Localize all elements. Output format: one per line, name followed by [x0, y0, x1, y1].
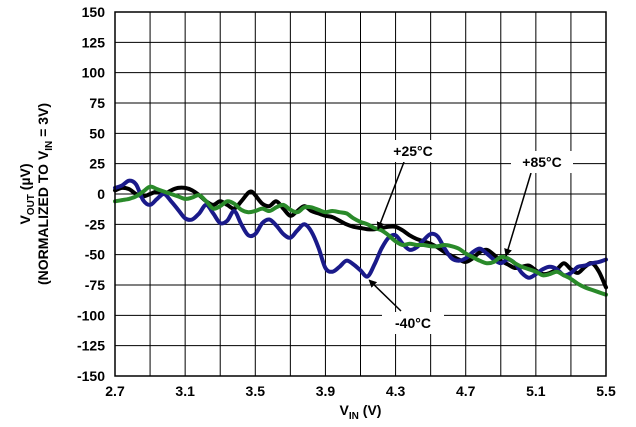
y-tick-label: -150 [77, 368, 105, 384]
plot-frame [114, 11, 607, 377]
y-axis-label-suffix: = 3V) [35, 103, 51, 141]
x-axis-label-main: V [340, 402, 350, 418]
y-axis-label-sub: OUT [26, 194, 37, 215]
annotation-arrow-plus85c [504, 172, 532, 257]
x-tick-label: 4.7 [456, 383, 476, 399]
x-tick-label: 2.7 [105, 383, 125, 399]
y-tick-label: 50 [89, 125, 105, 141]
y-axis-label-sub2: IN [44, 141, 55, 151]
x-tick-label: 3.1 [175, 383, 195, 399]
x-axis-label: VIN (V) [340, 402, 382, 422]
y-axis-label-unit: (µV) [17, 163, 33, 194]
y-tick-label: -50 [85, 247, 105, 263]
y-tick-label: 75 [89, 95, 105, 111]
y-tick-label: -25 [85, 216, 105, 232]
annotation-box-minus40c [382, 312, 444, 334]
annotation-arrow-plus25c [376, 161, 405, 231]
y-tick-label: 25 [89, 156, 105, 172]
annotations-layer: +25°C +85°C -40°C [368, 140, 573, 334]
x-axis-label-unit: (V) [359, 402, 382, 418]
y-tick-label: -125 [77, 338, 105, 354]
x-tick-label: 3.5 [246, 383, 266, 399]
y-tick-label: 125 [82, 34, 106, 50]
y-axis-label-line2: (NORMALIZED TO VIN = 3V) [35, 103, 55, 285]
tick-labels: 2.7 3.1 3.5 3.9 4.3 4.7 5.1 5.5 150 125 100 75 50 25 0… [77, 4, 616, 399]
x-tick-label: 5.5 [596, 383, 616, 399]
x-tick-label: 5.1 [526, 383, 546, 399]
annotation-box-plus85c [511, 151, 573, 173]
x-tick-label: 3.9 [316, 383, 336, 399]
x-axis-label-sub: IN [349, 411, 359, 422]
y-tick-label: 100 [82, 65, 106, 81]
y-axis-label-prefix: (NORMALIZED TO V [35, 150, 51, 285]
y-tick-label: -75 [85, 277, 105, 293]
series-line-minus40c [113, 178, 608, 280]
y-axis-label-line1: VOUT (µV) [17, 163, 37, 224]
y-axis-label-main: V [17, 215, 33, 225]
annotation-box-plus25c [382, 140, 444, 162]
annotation-label-plus25c: +25°C [393, 143, 432, 159]
annotation-arrow-minus40c [368, 279, 402, 312]
y-tick-label: -100 [77, 307, 105, 323]
grid [114, 11, 607, 377]
series-layer [113, 178, 608, 297]
y-tick-label: 0 [97, 186, 105, 202]
y-tick-label: 150 [82, 4, 106, 20]
annotation-label-minus40c: -40°C [395, 315, 431, 331]
x-tick-label: 4.3 [386, 383, 406, 399]
annotation-label-plus85c: +85°C [522, 154, 561, 170]
series-line-plus85c [113, 184, 608, 297]
